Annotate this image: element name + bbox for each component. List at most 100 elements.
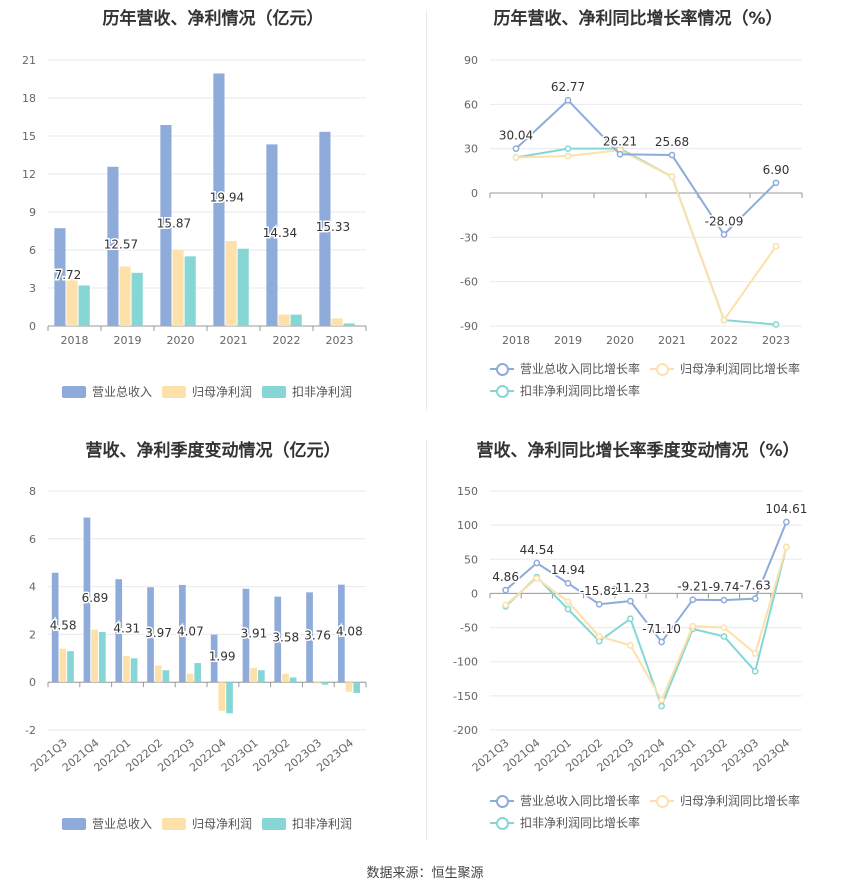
y-tick-label: 0 — [29, 676, 36, 689]
bar-扣非净利润-2023 — [343, 323, 355, 326]
x-tick-label: 2018 — [61, 334, 89, 347]
data-point-归母净利润同比增长率-2018 — [512, 154, 520, 161]
series-line-营业总收入同比增长率 — [504, 521, 788, 644]
data-label: 104.61 — [765, 502, 807, 516]
bar-营业总收入-2023Q2 — [274, 596, 282, 683]
data-point-归母净利润同比增长率-2022Q4 — [658, 696, 665, 704]
data-label: 4.07 — [177, 625, 204, 639]
legend-revenue-growth[interactable]: 营业总收入同比增长率 — [490, 792, 640, 809]
bar-营业总收入-2023Q4 — [338, 584, 345, 683]
bar-扣非净利润-2022 — [290, 314, 302, 326]
data-point-营业总收入同比增长率-2023Q2 — [720, 596, 728, 604]
data-point-营业总收入同比增长率-2022Q3 — [627, 597, 634, 605]
data-label: 7.72 — [55, 268, 82, 282]
legend-swatch — [490, 816, 514, 830]
legend-swatch — [162, 385, 186, 398]
bar-营业总收入-2021Q4 — [83, 517, 91, 683]
annual-revenue-profit-chart: 历年营收、净利情况（亿元） 0 3 6 9 12 15 18 21 2018 2019 2020 20… — [0, 0, 426, 410]
y-tick-label: 15 — [22, 130, 36, 143]
data-point-归母净利润同比增长率-2019 — [564, 152, 572, 160]
legend-deducted-profit[interactable]: 扣非净利润 — [262, 815, 352, 832]
legend: 营业总收入同比增长率 归母净利润同比增长率 扣非净利润同比增长率 — [426, 360, 850, 400]
legend: 营业总收入 归母净利润 扣非净利润 — [0, 383, 426, 399]
x-tick-label: 2020 — [167, 334, 195, 347]
data-point-营业总收入同比增长率-2023Q1 — [689, 596, 697, 604]
legend-parent-profit[interactable]: 归母净利润 — [162, 383, 252, 400]
y-tick-label: -50 — [460, 622, 478, 635]
data-point-扣非净利润同比增长率-2022Q3 — [627, 615, 634, 623]
data-point-扣非净利润同比增长率-2023Q3 — [751, 667, 759, 675]
bar-扣非净利润-2023Q3 — [321, 682, 329, 685]
y-tick-label: -200 — [453, 724, 478, 737]
data-label: 4.08 — [336, 624, 363, 638]
y-tick-label: 50 — [464, 553, 478, 566]
y-tick-label: -60 — [460, 276, 478, 289]
series-line-扣非净利润同比增长率 — [504, 546, 788, 709]
y-tick-label: 8 — [29, 485, 36, 498]
data-point-营业总收入同比增长率-2018 — [512, 145, 520, 152]
bar-归母净利润-2019 — [119, 266, 131, 326]
bar-营业总收入-2021Q3 — [51, 572, 59, 683]
data-point-营业总收入同比增长率-2022Q4 — [658, 638, 665, 646]
bar-归母净利润-2022Q4 — [218, 682, 226, 711]
data-point-归母净利润同比增长率-2021Q4 — [533, 575, 541, 582]
bar-扣非净利润-2020 — [184, 256, 196, 326]
legend-swatch — [650, 362, 674, 376]
y-tick-label: 150 — [457, 485, 478, 498]
bar-扣非净利润-2021Q4 — [98, 632, 106, 683]
legend-deducted-profit[interactable]: 扣非净利润 — [262, 383, 352, 400]
data-point-扣非净利润同比增长率-2022Q1 — [564, 605, 572, 613]
y-tick-label: 6 — [29, 533, 36, 546]
y-tick-label: -100 — [453, 656, 478, 669]
bar-归母净利润-2021 — [225, 241, 237, 326]
legend-label: 归母净利润 — [192, 385, 253, 399]
legend-parent-growth[interactable]: 归母净利润同比增长率 — [650, 360, 800, 377]
data-label: -7.63 — [740, 579, 771, 593]
data-label: -28.09 — [705, 215, 744, 229]
data-point-营业总收入同比增长率-2020 — [616, 150, 624, 158]
legend-label: 营业总收入同比增长率 — [520, 362, 641, 376]
data-point-归母净利润同比增长率-2023 — [772, 242, 780, 250]
bar-chart-quarterly: -2024682021Q32021Q42022Q12022Q22022Q3202… — [25, 485, 367, 774]
y-tick-label: -30 — [460, 231, 478, 244]
legend-parent-profit[interactable]: 归母净利润 — [162, 815, 252, 832]
data-label: 4.58 — [50, 618, 77, 632]
data-point-归母净利润同比增长率-2023Q4 — [783, 543, 790, 551]
line-chart-annual: -90 -60 -30 0 30 60 90 2018 2019 2020 2021 2022 2023… — [460, 54, 803, 347]
y-tick-label: 12 — [22, 168, 36, 181]
legend-swatch — [490, 384, 514, 398]
data-point-归母净利润同比增长率-2021 — [668, 173, 676, 181]
bar-归母净利润-2022Q3 — [186, 673, 194, 683]
data-point-营业总收入同比增长率-2021 — [668, 151, 676, 159]
data-point-营业总收入同比增长率-2021Q4 — [533, 559, 541, 567]
bar-扣非净利润-2021 — [237, 248, 249, 326]
quarterly-growth-chart: 营收、净利同比增长率季度变动情况（%） -200 -150 -100 -50 0 50 10… — [426, 430, 850, 850]
x-tick-label: 2020 — [606, 334, 634, 347]
data-label: 15.33 — [316, 220, 350, 234]
divider — [426, 440, 427, 840]
bar-营业总收入-2022Q2 — [147, 587, 154, 683]
legend: 营业总收入 归母净利润 扣非净利润 — [0, 815, 426, 831]
bar-归母净利润-2022Q1 — [123, 655, 130, 683]
bar-归母净利润-2021Q4 — [91, 629, 98, 683]
data-label: 44.54 — [520, 543, 554, 557]
legend-revenue-growth[interactable]: 营业总收入同比增长率 — [490, 360, 640, 377]
legend-parent-growth[interactable]: 归母净利润同比增长率 — [650, 792, 800, 809]
data-label: 4.86 — [492, 570, 519, 584]
bar-归母净利润-2023Q4 — [345, 682, 353, 692]
bar-归母净利润-2022Q2 — [154, 665, 162, 683]
legend-deducted-growth[interactable]: 扣非净利润同比增长率 — [490, 814, 640, 831]
data-label: 14.34 — [263, 226, 297, 240]
data-point-归母净利润同比增长率-2023Q3 — [751, 650, 759, 657]
bar-扣非净利润-2021Q3 — [67, 651, 74, 683]
data-point-归母净利润同比增长率-2022 — [720, 316, 728, 324]
legend-revenue[interactable]: 营业总收入 — [62, 815, 152, 832]
legend-label: 归母净利润 — [192, 817, 253, 831]
data-point-扣非净利润同比增长率-2023 — [772, 321, 780, 328]
bar-营业总收入-2018 — [54, 228, 66, 326]
legend-revenue[interactable]: 营业总收入 — [62, 383, 152, 400]
data-point-营业总收入同比增长率-2023Q3 — [751, 595, 759, 602]
legend-label: 营业总收入 — [92, 385, 153, 399]
data-source: 数据来源：恒生聚源 — [366, 866, 484, 881]
legend-deducted-growth[interactable]: 扣非净利润同比增长率 — [490, 382, 640, 399]
